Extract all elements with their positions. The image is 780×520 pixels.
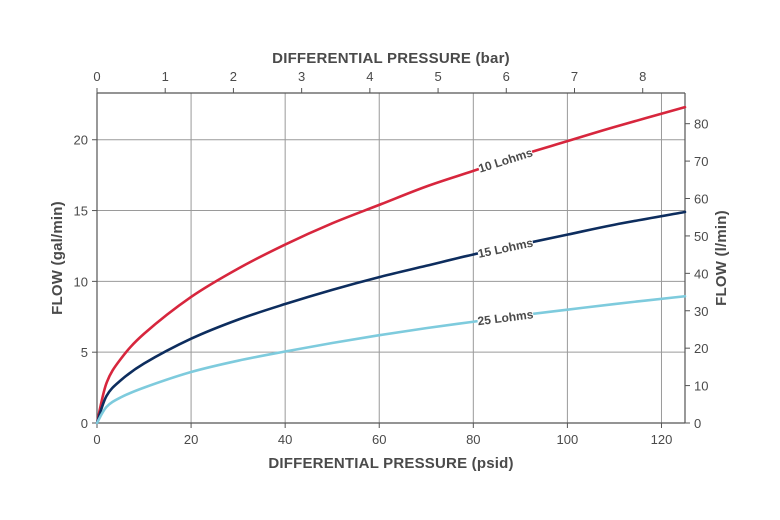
x-tick-label: 120 [651,432,673,447]
y-tick-label: 15 [74,204,88,219]
x-tick-label: 20 [184,432,198,447]
x2-axis-title: DIFFERENTIAL PRESSURE (bar) [272,50,510,67]
x-tick-label: 100 [557,432,579,447]
x2-tick-label: 5 [434,69,441,84]
y2-tick-label: 50 [694,229,708,244]
x-tick-label: 40 [278,432,292,447]
y-tick-label: 10 [74,274,88,289]
y2-tick-label: 0 [694,416,701,431]
y-tick-label: 0 [81,416,88,431]
x2-tick-label: 6 [503,69,510,84]
series-line [95,294,687,425]
series-label-group: 25 Lohms [476,304,535,329]
series-lines [95,105,687,425]
x2-tick-label: 1 [162,69,169,84]
y2-tick-label: 70 [694,154,708,169]
x2-tick-label: 0 [93,69,100,84]
y-tick-label: 20 [74,133,88,148]
y2-tick-label: 60 [694,192,708,207]
y2-tick-label: 30 [694,304,708,319]
x2-tick-label: 4 [366,69,373,84]
series-label-bg [475,143,535,177]
x2-tick-label: 3 [298,69,305,84]
x2-tick-label: 7 [571,69,578,84]
x-tick-label: 60 [372,432,386,447]
series-label-bg [476,304,535,329]
x-tick-label: 0 [93,432,100,447]
y2-tick-label: 10 [694,379,708,394]
series-label-bg [476,233,535,262]
series-line [95,105,687,425]
axes [96,92,686,424]
x2-tick-label: 2 [230,69,237,84]
y-tick-label: 5 [81,345,88,360]
y2-tick-label: 20 [694,341,708,356]
x-tick-label: 80 [466,432,480,447]
x-axis-title: DIFFERENTIAL PRESSURE (psid) [268,455,513,472]
series-line [95,210,687,425]
x2-tick-label: 8 [639,69,646,84]
plot-background [97,93,685,423]
y2-tick-label: 40 [694,266,708,281]
y2-tick-label: 80 [694,117,708,132]
y2-axis-title: FLOW (l/min) [713,210,730,306]
y-axis-title: FLOW (gal/min) [49,201,66,315]
